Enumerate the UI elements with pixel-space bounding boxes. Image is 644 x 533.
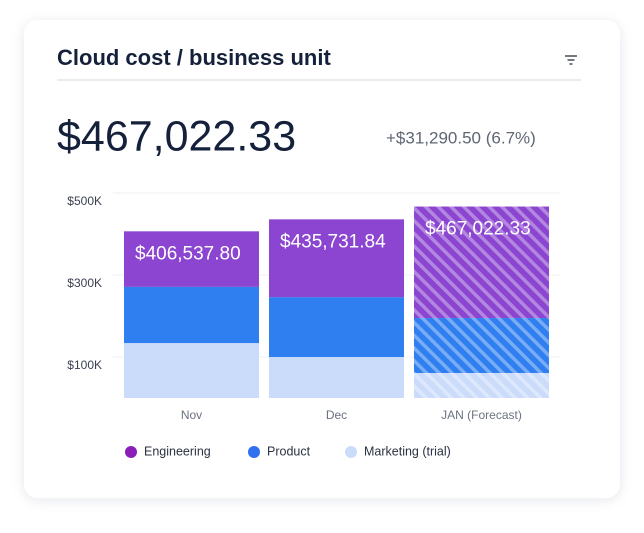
bar-total-label: $435,731.84 xyxy=(280,231,386,252)
bar-total-label: $467,022.33 xyxy=(425,219,531,240)
bar-segment xyxy=(124,286,259,344)
legend-label: Engineering xyxy=(144,444,211,458)
bar-segment xyxy=(124,231,259,287)
x-tick-label: Nov xyxy=(181,408,202,422)
y-tick-label: $100K xyxy=(67,358,102,372)
legend-swatch xyxy=(125,446,137,458)
bar-segment xyxy=(414,372,549,398)
y-tick-label: $300K xyxy=(67,276,102,290)
bar-total-label: $406,537.80 xyxy=(135,243,241,264)
legend-item[interactable]: Marketing (trial) xyxy=(345,444,451,458)
legend-swatch xyxy=(248,446,260,458)
legend-label: Product xyxy=(267,444,311,458)
headline-value: $467,022.33 xyxy=(57,112,296,160)
legend-item[interactable]: Product xyxy=(248,444,311,458)
bar-segment xyxy=(269,357,404,398)
bar-segment xyxy=(124,343,259,398)
x-tick-label: JAN (Forecast) xyxy=(441,408,522,422)
bar-segment xyxy=(414,318,549,373)
legend-swatch xyxy=(345,446,357,458)
legend-item[interactable]: Engineering xyxy=(125,444,211,458)
y-tick-label: $500K xyxy=(67,194,102,208)
legend-label: Marketing (trial) xyxy=(364,444,451,458)
filter-button[interactable] xyxy=(565,55,577,65)
bar-segment xyxy=(269,297,404,357)
bar-segment xyxy=(414,206,549,319)
change-value: +$31,290.50 (6.7%) xyxy=(386,128,536,147)
bar-segment xyxy=(269,219,404,298)
x-tick-label: Dec xyxy=(326,408,347,422)
card-title: Cloud cost / business unit xyxy=(57,45,331,70)
